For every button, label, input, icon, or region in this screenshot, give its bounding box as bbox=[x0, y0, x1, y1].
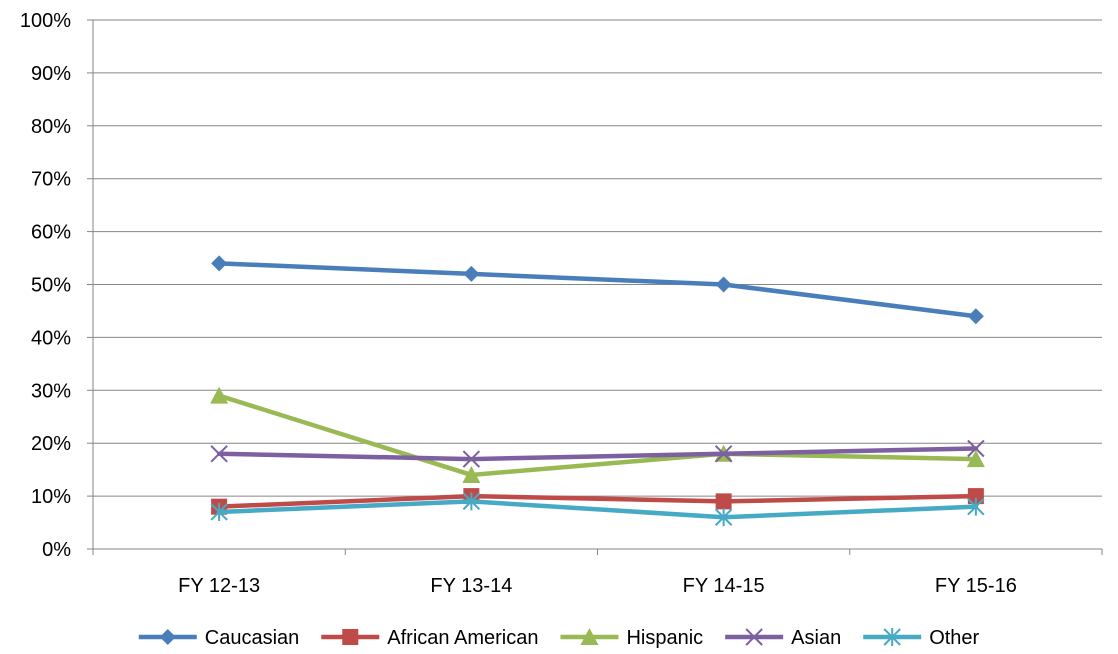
legend-item-hispanic: Hispanic bbox=[560, 627, 703, 649]
marker-triangle bbox=[966, 450, 985, 468]
legend-item-african-american: African American bbox=[321, 627, 538, 649]
series-line bbox=[216, 261, 979, 319]
marker-x bbox=[967, 439, 985, 458]
legend-label: Caucasian bbox=[205, 627, 300, 649]
series-line bbox=[216, 446, 979, 462]
series-hispanic bbox=[210, 386, 985, 483]
marker-x bbox=[714, 445, 733, 463]
marker-x bbox=[745, 628, 763, 646]
x-axis-ticks: FY 12-13 FY 13-14 FY 14-15 FY 15-16 bbox=[92, 549, 1103, 597]
y-tick-label: 20% bbox=[31, 433, 71, 455]
y-tick-label: 100% bbox=[20, 10, 71, 32]
x-tick-label: FY 13-14 bbox=[430, 575, 512, 597]
marker-star bbox=[462, 492, 481, 511]
y-tick-label: 40% bbox=[31, 327, 71, 349]
x-tick-label: FY 14-15 bbox=[683, 575, 765, 597]
y-tick-label: 0% bbox=[42, 539, 71, 561]
marker-diamond bbox=[211, 255, 228, 272]
legend-item-caucasian: Caucasian bbox=[138, 627, 300, 649]
marker-diamond bbox=[463, 265, 480, 282]
series-line bbox=[216, 499, 979, 520]
series-line bbox=[216, 393, 979, 478]
legend-label: African American bbox=[387, 627, 538, 649]
y-tick-label: 70% bbox=[31, 169, 71, 191]
y-tick-label: 50% bbox=[31, 275, 71, 297]
marker-square bbox=[342, 629, 359, 645]
series-caucasian bbox=[211, 255, 984, 325]
series-asian bbox=[210, 439, 985, 468]
y-tick-label: 60% bbox=[31, 222, 71, 244]
legend-item-other: Other bbox=[863, 627, 980, 649]
marker-square bbox=[715, 493, 732, 510]
marker-star bbox=[714, 508, 733, 527]
marker-star bbox=[883, 628, 901, 646]
legend-item-asian: Asian bbox=[725, 627, 841, 649]
marker-diamond bbox=[715, 276, 732, 293]
marker-triangle bbox=[210, 386, 229, 404]
legend-label: Other bbox=[929, 627, 979, 649]
y-tick-label: 30% bbox=[31, 380, 71, 402]
marker-diamond bbox=[967, 308, 984, 325]
legend: Caucasian African American Hispanic Asian Ot… bbox=[138, 627, 980, 649]
gridlines bbox=[93, 19, 1102, 497]
marker-diamond bbox=[159, 629, 176, 645]
legend-label: Asian bbox=[791, 627, 841, 649]
series-group bbox=[210, 255, 985, 527]
series-line bbox=[216, 493, 979, 509]
marker-triangle bbox=[462, 465, 481, 483]
series-other bbox=[210, 492, 985, 527]
legend-label: Hispanic bbox=[626, 627, 703, 649]
y-tick-label: 90% bbox=[31, 63, 71, 85]
x-tick-label: FY 12-13 bbox=[178, 575, 260, 597]
marker-triangle bbox=[580, 628, 599, 645]
marker-star bbox=[967, 497, 985, 516]
y-tick-label: 80% bbox=[31, 116, 71, 138]
marker-x bbox=[210, 445, 228, 463]
marker-square bbox=[967, 488, 984, 505]
marker-x bbox=[462, 450, 481, 468]
y-axis-ticks: 0% 10% 20% 30% 40% 50% 60% 70% 80% 90% 100% bbox=[20, 10, 93, 561]
marker-star bbox=[210, 502, 228, 521]
x-tick-label: FY 15-16 bbox=[935, 575, 1017, 597]
y-tick-label: 10% bbox=[31, 486, 71, 508]
